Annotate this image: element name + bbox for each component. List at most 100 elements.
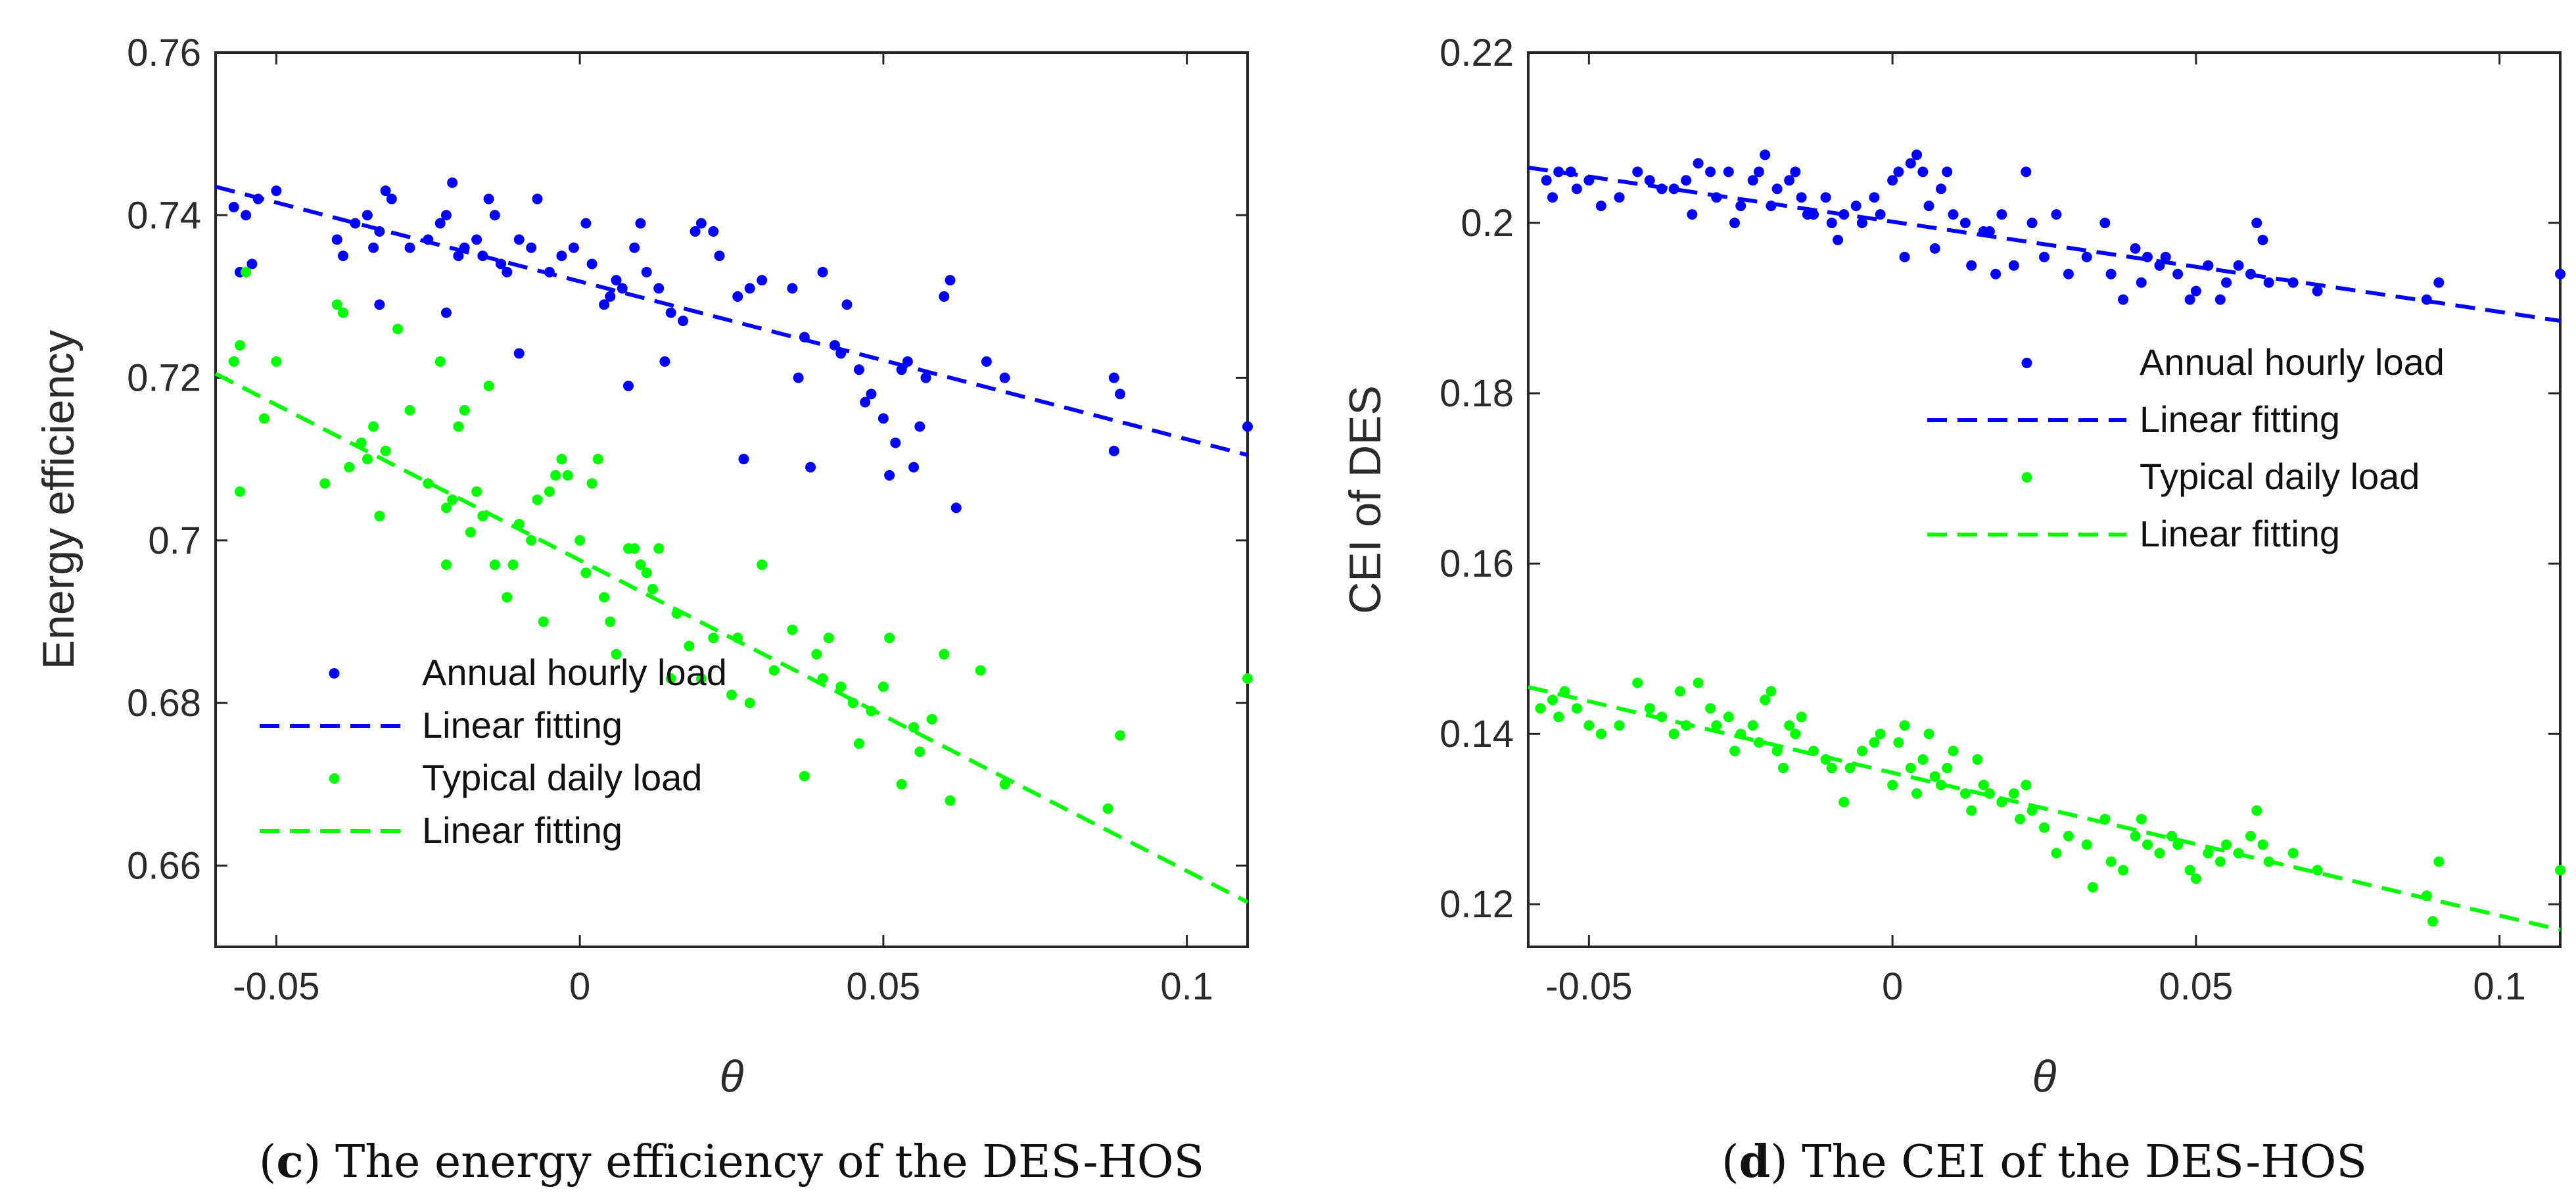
data-point	[368, 421, 379, 432]
data-point	[2021, 779, 2032, 790]
data-point	[440, 502, 452, 514]
legend-label: Typical daily load	[422, 757, 702, 798]
data-point	[2433, 277, 2445, 288]
y-tick-label: 0.22	[1440, 32, 1514, 74]
data-point	[665, 307, 676, 318]
data-point	[908, 462, 920, 473]
x-tick-label: 0.1	[2473, 965, 2526, 1008]
data-point	[2221, 839, 2232, 850]
data-point	[641, 266, 652, 277]
data-point	[2172, 268, 2184, 279]
data-point	[1766, 686, 1777, 697]
data-point	[1595, 201, 1606, 212]
data-point	[1771, 746, 1783, 757]
data-point	[1850, 201, 1862, 212]
data-point	[2233, 260, 2244, 271]
data-point	[939, 648, 950, 660]
data-point	[453, 421, 464, 432]
data-point	[1753, 166, 1764, 178]
data-point	[1905, 158, 1916, 169]
data-point	[586, 258, 597, 270]
data-point	[2021, 166, 2032, 178]
data-point	[1115, 730, 1126, 741]
data-point	[246, 258, 258, 270]
data-point	[1535, 703, 1546, 714]
data-point	[1929, 771, 1940, 782]
series-fit-line-typical	[214, 372, 1249, 904]
data-point	[544, 486, 555, 497]
data-point	[2257, 234, 2268, 245]
data-point	[2160, 251, 2171, 262]
series-points-annual	[228, 177, 1253, 514]
data-point	[592, 454, 603, 465]
data-point	[1887, 175, 1898, 186]
data-point	[258, 413, 269, 424]
x-tick-label: 0	[569, 965, 590, 1008]
data-point	[744, 283, 755, 294]
data-point	[368, 242, 379, 253]
data-point	[2063, 268, 2074, 279]
data-point	[319, 478, 331, 489]
data-point	[647, 584, 658, 594]
data-point	[2203, 848, 2214, 859]
data-point	[1869, 192, 1880, 203]
data-point	[489, 559, 500, 570]
data-point	[999, 372, 1010, 383]
data-point	[945, 275, 956, 286]
data-point	[580, 218, 592, 229]
data-point	[1942, 763, 1953, 773]
x-tick-label: 0	[1882, 965, 1903, 1008]
data-point	[896, 779, 907, 790]
data-point	[1893, 737, 1904, 748]
data-point	[653, 283, 665, 294]
data-point	[2105, 856, 2117, 867]
data-point	[434, 218, 446, 229]
data-point	[1242, 421, 1253, 432]
data-point	[605, 616, 616, 627]
data-point	[653, 543, 665, 554]
data-point	[1595, 729, 1606, 740]
data-point	[1547, 694, 1558, 706]
data-point	[440, 307, 452, 318]
data-point	[853, 738, 864, 749]
data-point	[1668, 729, 1679, 740]
legend-label: Linear fitting	[422, 704, 622, 746]
series-fit-line-typical	[1528, 685, 2561, 932]
caption-d: (d) The CEI of the DES-HOS	[1721, 1136, 2367, 1188]
data-point	[2136, 277, 2147, 288]
data-point	[526, 242, 537, 253]
data-point	[890, 437, 901, 448]
data-point	[695, 218, 707, 229]
data-point	[599, 299, 610, 310]
data-point	[1923, 201, 1934, 212]
data-point	[1705, 166, 1716, 178]
data-point	[841, 299, 853, 310]
x-tick-label: -0.05	[233, 965, 319, 1008]
data-point	[1966, 805, 1977, 816]
data-point	[611, 275, 622, 286]
data-point	[787, 283, 798, 294]
data-point	[926, 713, 937, 725]
data-point	[502, 266, 513, 277]
data-point	[532, 494, 543, 505]
legend-marker	[329, 773, 340, 784]
data-point	[2136, 813, 2147, 825]
data-point	[1242, 673, 1253, 684]
data-point	[2105, 268, 2117, 279]
data-point	[1693, 677, 1704, 688]
data-point	[447, 494, 458, 505]
data-point	[1923, 729, 1934, 740]
data-point	[2087, 882, 2098, 893]
data-point	[1784, 175, 1795, 186]
data-point	[513, 348, 525, 359]
data-point	[241, 210, 252, 221]
data-point	[1959, 788, 1971, 799]
data-point	[1917, 754, 1929, 765]
data-point	[2251, 805, 2262, 816]
data-point	[1729, 218, 1740, 229]
axis-ticks: -0.05 0 0.05 0.1 0.66 0.68 0.7 0.72 0.74 0.76	[127, 32, 1248, 1008]
data-point	[950, 502, 962, 514]
data-point	[817, 266, 828, 277]
legend-label: Linear fitting	[2140, 398, 2340, 440]
data-point	[2427, 916, 2439, 927]
